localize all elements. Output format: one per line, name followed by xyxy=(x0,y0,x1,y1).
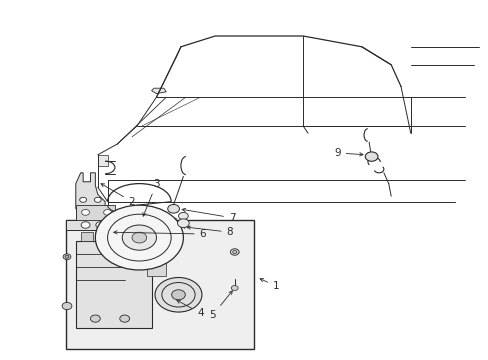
Circle shape xyxy=(63,254,71,260)
Circle shape xyxy=(167,204,179,213)
Polygon shape xyxy=(76,173,105,209)
Polygon shape xyxy=(110,232,122,241)
Circle shape xyxy=(132,232,146,243)
Text: 7: 7 xyxy=(182,208,235,223)
Polygon shape xyxy=(76,205,115,220)
Polygon shape xyxy=(81,232,93,241)
Circle shape xyxy=(178,212,188,220)
Circle shape xyxy=(95,205,183,270)
Circle shape xyxy=(365,152,377,161)
Circle shape xyxy=(81,210,89,215)
Text: 3: 3 xyxy=(142,179,160,216)
Text: 4: 4 xyxy=(177,300,203,318)
Circle shape xyxy=(65,255,69,258)
Circle shape xyxy=(62,302,72,310)
Circle shape xyxy=(177,219,189,228)
Text: 5: 5 xyxy=(209,291,232,320)
Circle shape xyxy=(90,315,100,322)
Text: 8: 8 xyxy=(187,226,233,237)
Circle shape xyxy=(96,222,104,228)
Polygon shape xyxy=(95,232,107,241)
Circle shape xyxy=(120,315,129,322)
Circle shape xyxy=(171,290,185,300)
Circle shape xyxy=(231,285,238,291)
Polygon shape xyxy=(151,88,166,94)
Polygon shape xyxy=(146,238,166,276)
Text: 1: 1 xyxy=(260,279,279,291)
Bar xyxy=(66,220,254,349)
Text: 9: 9 xyxy=(333,148,362,158)
Circle shape xyxy=(94,197,101,202)
Circle shape xyxy=(103,210,111,215)
Polygon shape xyxy=(98,155,107,166)
Circle shape xyxy=(230,249,239,255)
Polygon shape xyxy=(76,241,151,328)
Polygon shape xyxy=(66,209,142,230)
Text: 2: 2 xyxy=(101,184,135,207)
Polygon shape xyxy=(124,232,137,241)
Text: 6: 6 xyxy=(114,229,206,239)
Circle shape xyxy=(155,278,202,312)
Circle shape xyxy=(122,225,156,250)
Circle shape xyxy=(81,222,90,228)
Circle shape xyxy=(80,197,86,202)
